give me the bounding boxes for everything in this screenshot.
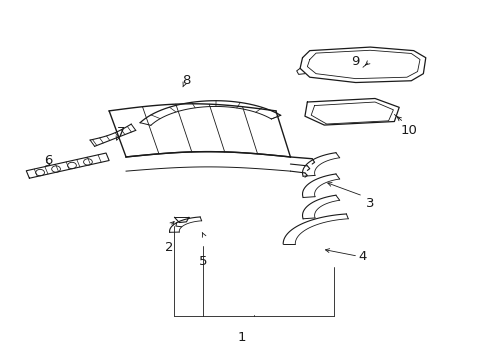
Text: 9: 9 [351, 55, 359, 68]
Text: 6: 6 [44, 154, 53, 167]
Text: 10: 10 [400, 124, 416, 137]
Text: 4: 4 [358, 250, 366, 263]
Text: 5: 5 [199, 255, 207, 268]
Text: 1: 1 [237, 331, 246, 344]
Text: 3: 3 [365, 197, 374, 210]
Text: 7: 7 [117, 126, 125, 139]
Text: 2: 2 [165, 241, 173, 254]
Text: 8: 8 [182, 74, 190, 87]
